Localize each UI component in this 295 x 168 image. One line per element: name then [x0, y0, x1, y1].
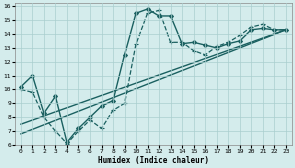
- X-axis label: Humidex (Indice chaleur): Humidex (Indice chaleur): [98, 156, 209, 164]
